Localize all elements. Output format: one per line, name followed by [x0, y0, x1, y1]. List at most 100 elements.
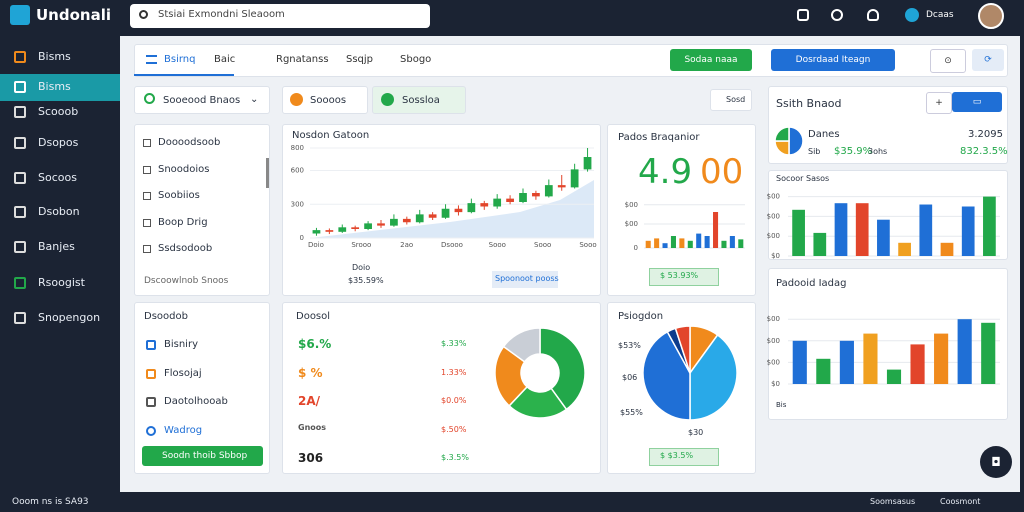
fab[interactable]: ◘: [980, 446, 1012, 478]
tab[interactable]: Bsirnq: [164, 54, 196, 65]
tab[interactable]: Baic: [214, 54, 236, 65]
nav-icon: [14, 312, 26, 324]
bar: [898, 242, 911, 256]
green-button[interactable]: Sodaa naaa: [670, 49, 752, 71]
bar: [729, 236, 735, 248]
x-tick-label: Doio: [308, 241, 324, 249]
slice: [674, 325, 691, 374]
stat-label: 2A/: [298, 394, 321, 408]
slice: [689, 333, 738, 421]
caption: Doio: [352, 263, 371, 272]
x-tick-label: 2ao: [400, 241, 413, 249]
nav-item[interactable]: Snopengon: [38, 311, 101, 324]
green-button[interactable]: Soodn thoib Sbbop: [142, 446, 263, 466]
menu-item[interactable]: Flosojaj: [164, 367, 202, 379]
candle-body: [338, 227, 347, 232]
bar: [983, 196, 996, 256]
icon: [144, 93, 155, 104]
active-nav: [0, 74, 120, 101]
bar: [662, 243, 668, 248]
list-item[interactable]: Ssdsodoob: [158, 243, 213, 254]
caption-value: $35.59%: [348, 276, 384, 285]
bar: [654, 238, 660, 248]
bar: [839, 340, 854, 384]
list-item[interactable]: Soobiios: [158, 190, 200, 201]
stat-value: $.3.5%: [441, 453, 469, 462]
dropdown[interactable]: [372, 86, 466, 114]
button-label: Sosd: [726, 95, 746, 104]
candle-body: [351, 227, 360, 229]
nav-icon: [14, 277, 26, 289]
stat-value: $0.0%: [441, 396, 467, 405]
menu-item[interactable]: Bisniry: [164, 339, 198, 350]
list-item[interactable]: Boop Drig: [158, 216, 208, 228]
nav-item[interactable]: Socoos: [38, 171, 77, 184]
bar: [855, 203, 869, 256]
badge-text: Spoonoot pooss: [495, 274, 559, 283]
search-box[interactable]: [130, 4, 430, 28]
menu-icon: [146, 368, 156, 379]
bar: [687, 240, 693, 248]
y-tick-label: $00: [625, 201, 638, 209]
nav-item[interactable]: Banjes: [38, 240, 75, 253]
bar: [816, 358, 831, 384]
tab[interactable]: Ssqjp: [346, 54, 374, 65]
icon: [381, 93, 394, 106]
menu-item[interactable]: Wadrog: [164, 424, 203, 436]
y-tick-label: $00: [767, 315, 780, 323]
candle-body: [480, 203, 489, 207]
bar: [934, 333, 949, 384]
kpi-right: 00: [700, 152, 744, 192]
list-item[interactable]: Doooodsoob: [158, 137, 221, 148]
tab-icon: [146, 55, 157, 64]
panel-title: Doosol: [296, 311, 331, 322]
icon-button[interactable]: ▭: [952, 92, 1002, 112]
list-item[interactable]: Snoodoios: [158, 163, 210, 175]
nav-item[interactable]: Dsobon: [38, 205, 80, 218]
candle-body: [312, 230, 321, 234]
chart-title: Padooid Iadag: [776, 278, 847, 289]
candle-body: [441, 208, 450, 218]
tab[interactable]: Sbogo: [400, 54, 432, 65]
nav-item[interactable]: Bisms: [38, 50, 71, 63]
bar: [792, 340, 807, 384]
y-tick-label: $00: [767, 358, 780, 366]
nav-icon: [14, 137, 26, 149]
stat-label: $6.%: [298, 337, 332, 351]
tab[interactable]: Rgnatanss: [276, 54, 329, 65]
y-tick-label: 300: [291, 200, 304, 208]
icon-button[interactable]: +: [926, 92, 952, 114]
icon-button[interactable]: ⟳: [972, 49, 1004, 71]
icon-button[interactable]: ⊙: [930, 49, 966, 73]
bar: [792, 209, 805, 256]
area: [310, 180, 594, 238]
y-tick-label: $00: [767, 212, 780, 220]
candle-body: [454, 208, 463, 213]
bar: [919, 204, 933, 256]
nav-item[interactable]: Rsoogist: [38, 276, 85, 289]
menu-panel: [134, 302, 270, 474]
icon: [290, 93, 303, 106]
icon[interactable]: [797, 9, 809, 21]
button[interactable]: [710, 89, 752, 111]
bar: [696, 233, 702, 248]
stat-value: $.33%: [441, 339, 467, 348]
avatar[interactable]: [978, 3, 1004, 29]
icon[interactable]: [867, 9, 879, 21]
menu-item[interactable]: Daotolhooab: [164, 396, 228, 407]
pie-label: $06: [622, 373, 638, 382]
nav-item[interactable]: Dsopos: [38, 136, 79, 149]
blue-button[interactable]: Dosrdaad Iteagn: [771, 49, 895, 71]
y-tick-label: $0: [771, 252, 780, 260]
slice: [774, 126, 790, 142]
x-tick-label: Srooo: [351, 241, 371, 249]
badge-text: $ 53.93%: [660, 271, 699, 280]
candle-body: [570, 169, 579, 188]
icon[interactable]: [831, 9, 843, 21]
nav-item[interactable]: Scooob: [38, 105, 79, 118]
bar: [834, 203, 848, 256]
y-tick-label: 600: [291, 167, 304, 175]
candle-body: [467, 203, 476, 213]
dropdown[interactable]: [134, 86, 270, 114]
nav-item[interactable]: Bisms: [38, 80, 71, 93]
